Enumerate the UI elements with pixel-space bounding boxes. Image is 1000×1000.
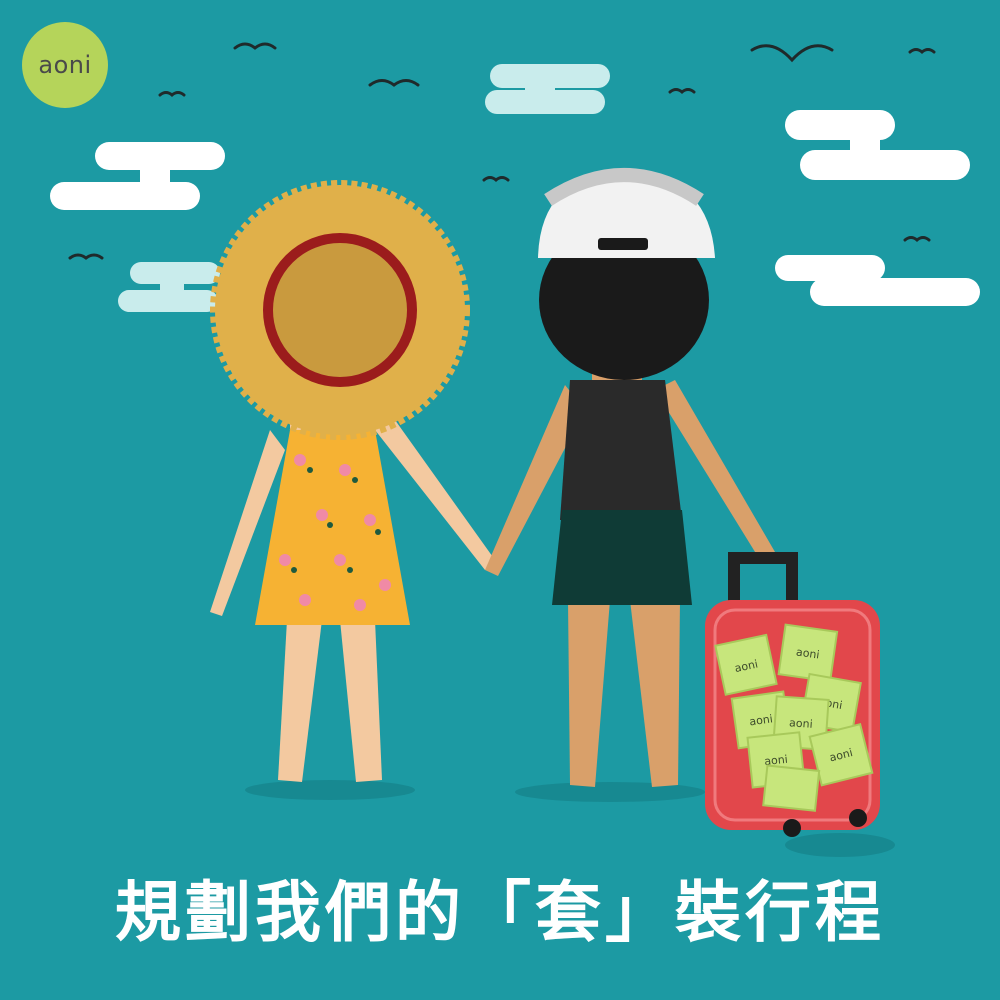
aoni-logo: aoni (22, 22, 108, 108)
condom-pack-icon: aoni (808, 722, 874, 787)
bird-icon (368, 79, 420, 87)
bird-icon (750, 44, 834, 63)
svg-text:aoni: aoni (795, 645, 820, 661)
logo-text: aoni (38, 51, 92, 79)
man-right-arm (655, 380, 775, 560)
shadow (515, 782, 705, 802)
cloud-icon (485, 64, 610, 114)
svg-text:aoni: aoni (828, 746, 854, 764)
cloud-icon (775, 255, 980, 306)
bird-icon (68, 253, 104, 260)
cloud-icon (785, 110, 970, 180)
condom-pack-icon: aoni (777, 623, 839, 683)
man-left-leg (568, 600, 610, 787)
dress-leaves (291, 467, 381, 573)
svg-text:aoni: aoni (789, 716, 813, 731)
man-right-leg (630, 600, 680, 787)
svg-text:aoni: aoni (749, 712, 774, 728)
cloud-icon (50, 142, 225, 210)
straw-hat (210, 180, 470, 440)
tank-top (560, 380, 682, 520)
bird-icon (482, 176, 510, 182)
right-arm (375, 420, 495, 570)
right-leg (340, 620, 382, 782)
caption-text: 規劃我們的「套」裝行程 (115, 874, 885, 951)
shadow (785, 833, 895, 857)
dress-flowers (279, 454, 391, 611)
condom-pack-icon (762, 764, 821, 812)
bird-icon (903, 236, 931, 242)
shadow (245, 780, 415, 800)
left-leg (278, 620, 322, 782)
svg-text:aoni: aoni (764, 753, 789, 768)
condom-packs: aoni aoni aoni aoni aoni aoni (714, 623, 874, 812)
bird-icon (158, 91, 186, 97)
bird-icon (908, 48, 936, 54)
birds (68, 42, 936, 260)
clouds (50, 64, 980, 312)
man-figure (485, 168, 775, 787)
bird-icon (233, 42, 277, 50)
man-left-arm (485, 385, 585, 576)
man-head (539, 220, 709, 380)
condom-pack-icon: aoni (714, 633, 778, 696)
bird-icon (668, 88, 696, 94)
shorts (552, 510, 692, 605)
woman-figure (210, 180, 495, 782)
floral-dress (255, 430, 410, 625)
cloud-icon (118, 262, 220, 312)
svg-text:aoni: aoni (733, 657, 759, 675)
left-arm (210, 430, 285, 616)
